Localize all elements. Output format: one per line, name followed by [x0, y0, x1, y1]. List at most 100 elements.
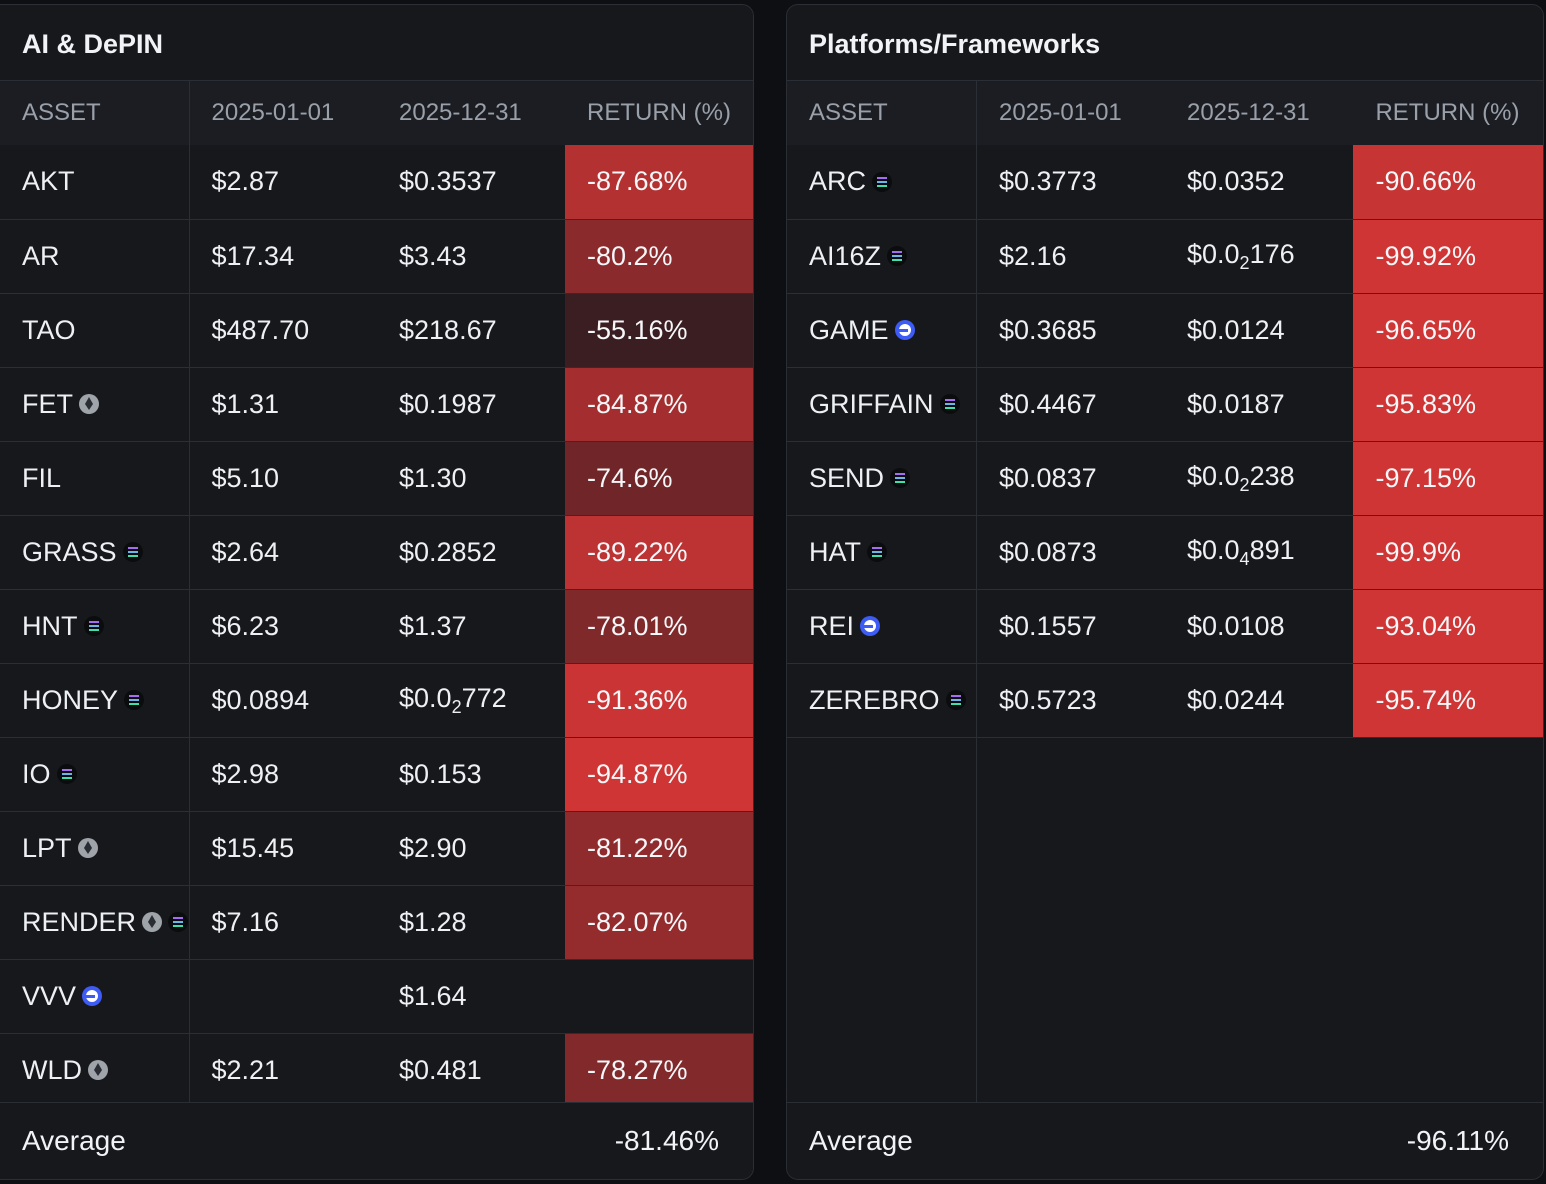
- asset-ticker[interactable]: TAO: [22, 314, 76, 345]
- table-row[interactable]: REI $0.1557 $0.0108 -93.04%: [787, 589, 1543, 664]
- asset-ticker[interactable]: AKT: [22, 166, 75, 197]
- start-price-cell: $0.1557: [976, 589, 1165, 664]
- asset-ticker[interactable]: GAME: [809, 314, 889, 345]
- asset-ticker[interactable]: AI16Z: [809, 240, 882, 271]
- end-price-post: 238: [1249, 460, 1295, 491]
- asset-cell: AR: [0, 219, 190, 294]
- return-cell: -96.65%: [1353, 293, 1543, 368]
- solana-icon: [83, 616, 104, 636]
- column-header-end-date[interactable]: 2025-12-31: [377, 81, 565, 145]
- end-price-post: 891: [1249, 534, 1295, 565]
- asset-cell: GRASS: [0, 515, 190, 590]
- solana-icon: [168, 912, 189, 932]
- asset-ticker[interactable]: IO: [22, 758, 51, 789]
- return-cell: -91.36%: [565, 663, 753, 738]
- table-row[interactable]: WLD $2.21 $0.481 -78.27%: [0, 1033, 753, 1108]
- asset-ticker[interactable]: GRASS: [22, 536, 117, 567]
- ai-depin-panel: AI & DePIN ASSET 2025-01-01 2025-12-31 R…: [0, 4, 754, 1180]
- returns-table: ASSET 2025-01-01 2025-12-31 RETURN (%) A…: [787, 81, 1543, 738]
- start-price-cell: $15.45: [189, 811, 377, 886]
- table-row[interactable]: TAO $487.70 $218.67 -55.16%: [0, 293, 753, 368]
- table-row[interactable]: AR $17.34 $3.43 -80.2%: [0, 219, 753, 294]
- asset-ticker[interactable]: ZEREBRO: [809, 684, 940, 715]
- table-row[interactable]: ARC $0.3773 $0.0352 -90.66%: [787, 145, 1543, 220]
- return-cell: -99.9%: [1353, 515, 1543, 590]
- asset-ticker[interactable]: LPT: [22, 832, 72, 863]
- ethereum-icon: [77, 838, 98, 858]
- column-header-start-date[interactable]: 2025-01-01: [976, 81, 1165, 145]
- asset-ticker[interactable]: VVV: [22, 980, 77, 1011]
- asset-ticker[interactable]: AR: [22, 240, 60, 271]
- column-header-return[interactable]: RETURN (%): [1353, 81, 1543, 145]
- end-price-cell: $0.481: [377, 1033, 565, 1108]
- table-row[interactable]: FET $1.31 $0.1987 -84.87%: [0, 367, 753, 442]
- start-price-cell: $17.34: [189, 219, 377, 294]
- return-cell: -84.87%: [565, 367, 753, 442]
- end-price-cell: $0.02772: [377, 663, 565, 738]
- asset-cell: FET: [0, 367, 190, 442]
- asset-ticker[interactable]: HAT: [809, 536, 861, 567]
- column-header-return[interactable]: RETURN (%): [565, 81, 753, 145]
- asset-ticker[interactable]: FIL: [22, 462, 62, 493]
- solana-icon: [872, 171, 893, 192]
- end-price-cell: $0.3537: [377, 145, 565, 220]
- asset-cell: HAT: [787, 515, 977, 590]
- start-price-cell: $7.16: [189, 885, 377, 960]
- asset-ticker[interactable]: HONEY: [22, 684, 119, 715]
- asset-ticker[interactable]: HNT: [22, 610, 78, 641]
- column-header-asset[interactable]: ASSET: [0, 81, 190, 145]
- table-row[interactable]: RENDER $7.16 $1.28 -82.07%: [0, 885, 753, 960]
- start-price-cell: $0.5723: [976, 663, 1165, 738]
- asset-ticker[interactable]: FET: [22, 388, 73, 419]
- asset-cell: IO: [0, 737, 190, 812]
- end-price-sub: 4: [1239, 548, 1250, 569]
- table-row[interactable]: AI16Z $2.16 $0.02176 -99.92%: [787, 219, 1543, 294]
- start-price-cell: [189, 959, 377, 1034]
- start-price-cell: $2.64: [189, 515, 377, 590]
- asset-ticker[interactable]: RENDER: [22, 906, 137, 937]
- asset-cell: WLD: [0, 1033, 190, 1108]
- table-row[interactable]: HAT $0.0873 $0.04891 -99.9%: [787, 515, 1543, 590]
- table-header-row: ASSET 2025-01-01 2025-12-31 RETURN (%): [0, 81, 753, 145]
- asset-ticker[interactable]: WLD: [22, 1054, 82, 1085]
- return-cell: -99.92%: [1353, 219, 1543, 294]
- solana-icon: [945, 690, 966, 710]
- asset-ticker[interactable]: SEND: [809, 462, 885, 493]
- table-row[interactable]: ZEREBRO $0.5723 $0.0244 -95.74%: [787, 663, 1543, 738]
- asset-cell: TAO: [0, 293, 190, 368]
- table-row[interactable]: HNT $6.23 $1.37 -78.01%: [0, 589, 753, 664]
- table-row[interactable]: GAME $0.3685 $0.0124 -96.65%: [787, 293, 1543, 368]
- table-row[interactable]: SEND $0.0837 $0.02238 -97.15%: [787, 441, 1543, 516]
- column-header-end-date[interactable]: 2025-12-31: [1164, 81, 1354, 145]
- end-price-cell: $0.0244: [1164, 663, 1354, 738]
- start-price-cell: $0.0894: [189, 663, 377, 738]
- end-price-cell: $1.37: [377, 589, 565, 664]
- return-cell: [565, 959, 753, 1034]
- asset-ticker[interactable]: REI: [809, 610, 855, 641]
- end-price-cell: $2.90: [377, 811, 565, 886]
- average-label: Average: [22, 1125, 126, 1156]
- table-row[interactable]: LPT $15.45 $2.90 -81.22%: [0, 811, 753, 886]
- asset-ticker[interactable]: GRIFFAIN: [809, 388, 934, 419]
- returns-table: ASSET 2025-01-01 2025-12-31 RETURN (%) A…: [0, 81, 753, 1108]
- table-row[interactable]: VVV $1.64: [0, 959, 753, 1034]
- table-row[interactable]: GRIFFAIN $0.4467 $0.0187 -95.83%: [787, 367, 1543, 442]
- table-row[interactable]: AKT $2.87 $0.3537 -87.68%: [0, 145, 753, 220]
- return-cell: -82.07%: [565, 885, 753, 960]
- column-header-asset[interactable]: ASSET: [787, 81, 977, 145]
- start-price-cell: $2.16: [976, 219, 1165, 294]
- end-price-cell: $0.0124: [1164, 293, 1354, 368]
- table-row[interactable]: FIL $5.10 $1.30 -74.6%: [0, 441, 753, 516]
- start-price-cell: $487.70: [189, 293, 377, 368]
- table-row[interactable]: HONEY $0.0894 $0.02772 -91.36%: [0, 663, 753, 738]
- end-price-cell: $1.64: [377, 959, 565, 1034]
- end-price-pre: $0.0: [399, 682, 452, 713]
- asset-ticker[interactable]: ARC: [809, 166, 867, 197]
- column-header-start-date[interactable]: 2025-01-01: [189, 81, 377, 145]
- table-row[interactable]: GRASS $2.64 $0.2852 -89.22%: [0, 515, 753, 590]
- table-row[interactable]: IO $2.98 $0.153 -94.87%: [0, 737, 753, 812]
- solana-icon: [887, 246, 908, 266]
- start-price-cell: $6.23: [189, 589, 377, 664]
- solana-icon: [122, 542, 143, 562]
- return-cell: -94.87%: [565, 737, 753, 812]
